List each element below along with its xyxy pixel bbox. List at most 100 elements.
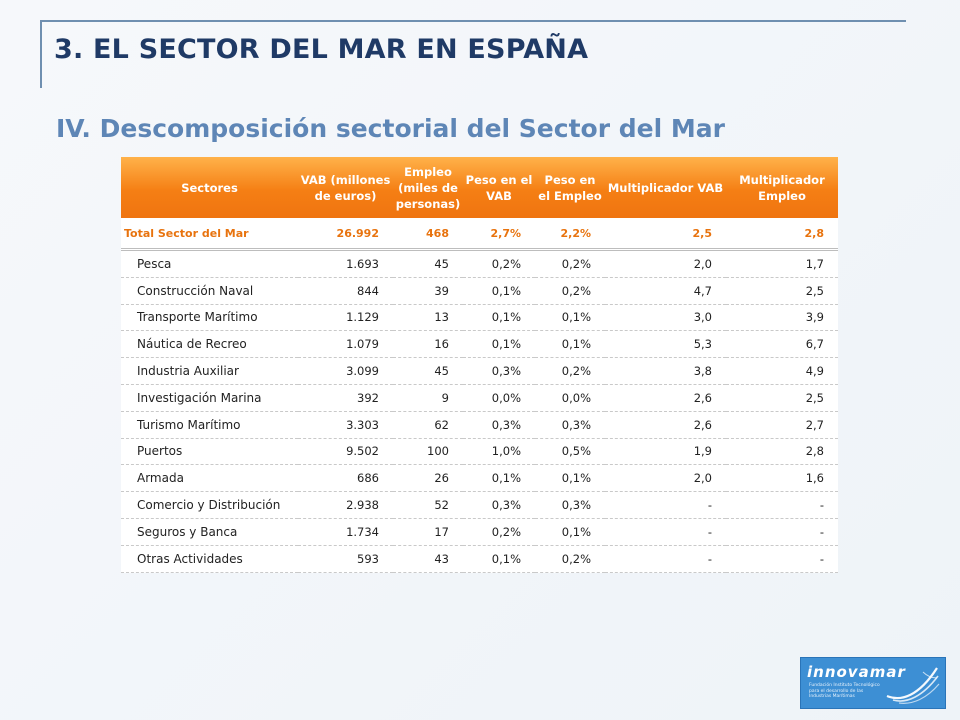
cell-multiplicador-empleo: 4,9 [726,357,838,385]
cell-multiplicador-vab: 2,0 [605,464,726,493]
cell-empleo: 26 [393,464,463,493]
cell-multiplicador-empleo: 3,9 [726,304,838,332]
cell-empleo: 13 [393,304,463,332]
cell-peso-empleo: 0,5% [535,438,605,466]
logo-wordmark: innovamar [807,663,906,681]
cell-name: Turismo Marítimo [121,411,298,439]
total-multiplicador-vab: 2,5 [605,218,726,251]
cell-multiplicador-vab: 2,0 [605,249,726,278]
cell-multiplicador-empleo: - [726,491,838,519]
table-row: Transporte Marítimo 1.129 13 0,1% 0,1% 3,0 3,9 [121,304,838,332]
cell-multiplicador-vab: - [605,518,726,546]
cell-peso-vab: 0,1% [463,545,535,573]
total-empleo: 468 [393,218,463,251]
cell-vab: 1.129 [298,304,393,332]
cell-peso-empleo: 0,1% [535,518,605,546]
table-row: Industria Auxiliar 3.099 45 0,3% 0,2% 3,8 4,9 [121,357,838,385]
cell-empleo: 45 [393,249,463,278]
cell-multiplicador-vab: 3,0 [605,304,726,332]
cell-peso-vab: 0,2% [463,249,535,278]
cell-empleo: 39 [393,277,463,305]
cell-vab: 593 [298,545,393,573]
cell-name: Construcción Naval [121,277,298,305]
cell-name: Investigación Marina [121,384,298,412]
table-row: Pesca 1.693 45 0,2% 0,2% 2,0 1,7 [121,249,838,278]
cell-vab: 686 [298,464,393,493]
cell-name: Náutica de Recreo [121,330,298,359]
cell-name: Comercio y Distribución [121,491,298,519]
cell-peso-vab: 0,2% [463,518,535,546]
cell-multiplicador-vab: 1,9 [605,438,726,466]
cell-peso-empleo: 0,0% [535,384,605,412]
cell-vab: 392 [298,384,393,412]
total-peso-empleo: 2,2% [535,218,605,251]
cell-peso-vab: 1,0% [463,438,535,466]
cell-empleo: 17 [393,518,463,546]
cell-multiplicador-empleo: - [726,545,838,573]
cell-peso-empleo: 0,1% [535,464,605,493]
innovamar-logo: innovamar Fundación Instituto Tecnológic… [800,657,946,709]
cell-empleo: 100 [393,438,463,466]
table-row: Construcción Naval 844 39 0,1% 0,2% 4,7 2,5 [121,277,838,305]
slide-subtitle: IV. Descomposición sectorial del Sector … [56,114,725,143]
table-row: Otras Actividades 593 43 0,1% 0,2% - - [121,545,838,573]
cell-empleo: 62 [393,411,463,439]
cell-vab: 1.079 [298,330,393,359]
title-bracket [40,20,906,88]
cell-peso-empleo: 0,3% [535,491,605,519]
cell-multiplicador-vab: 5,3 [605,330,726,359]
cell-peso-vab: 0,3% [463,491,535,519]
table-row: Investigación Marina 392 9 0,0% 0,0% 2,6 2,5 [121,384,838,412]
sector-table: Sectores VAB (millones de euros) Empleo … [121,157,838,573]
cell-empleo: 16 [393,330,463,359]
header-multiplicador-empleo: Multiplicador Empleo [726,157,838,218]
table-row: Turismo Marítimo 3.303 62 0,3% 0,3% 2,6 2,7 [121,411,838,439]
cell-peso-vab: 0,1% [463,304,535,332]
sector-table-container: Sectores VAB (millones de euros) Empleo … [121,157,838,573]
table-row: Puertos 9.502 100 1,0% 0,5% 1,9 2,8 [121,438,838,466]
cell-peso-vab: 0,1% [463,277,535,305]
cell-multiplicador-vab: - [605,545,726,573]
logo-tagline: Fundación Instituto Tecnológico para el … [809,683,880,699]
cell-vab: 1.734 [298,518,393,546]
cell-name: Armada [121,464,298,493]
header-multiplicador-vab: Multiplicador VAB [605,157,726,218]
cell-peso-empleo: 0,3% [535,411,605,439]
cell-multiplicador-empleo: 2,5 [726,384,838,412]
wave-swirl-icon [886,667,940,704]
cell-peso-empleo: 0,2% [535,277,605,305]
cell-peso-vab: 0,0% [463,384,535,412]
cell-empleo: 9 [393,384,463,412]
total-peso-vab: 2,7% [463,218,535,251]
slide-title: 3. EL SECTOR DEL MAR EN ESPAÑA [54,34,589,65]
cell-peso-vab: 0,1% [463,464,535,493]
cell-peso-empleo: 0,2% [535,249,605,278]
header-empleo: Empleo (miles de personas) [393,157,463,218]
cell-vab: 844 [298,277,393,305]
cell-empleo: 43 [393,545,463,573]
cell-multiplicador-empleo: 1,6 [726,464,838,493]
header-vab: VAB (millones de euros) [298,157,393,218]
cell-vab: 3.099 [298,357,393,385]
cell-multiplicador-vab: 4,7 [605,277,726,305]
table-row: Armada 686 26 0,1% 0,1% 2,0 1,6 [121,464,838,493]
total-label: Total Sector del Mar [121,218,298,251]
header-peso-vab: Peso en el VAB [463,157,535,218]
cell-multiplicador-vab: 2,6 [605,411,726,439]
cell-peso-vab: 0,3% [463,357,535,385]
cell-name: Puertos [121,438,298,466]
cell-peso-vab: 0,1% [463,330,535,359]
header-peso-empleo: Peso en el Empleo [535,157,605,218]
cell-name: Industria Auxiliar [121,357,298,385]
cell-multiplicador-vab: - [605,491,726,519]
cell-multiplicador-empleo: 2,7 [726,411,838,439]
cell-multiplicador-vab: 2,6 [605,384,726,412]
table-row: Seguros y Banca 1.734 17 0,2% 0,1% - - [121,518,838,546]
header-sectores: Sectores [121,157,298,218]
table-row: Comercio y Distribución 2.938 52 0,3% 0,3% - - [121,491,838,519]
table-header-row: Sectores VAB (millones de euros) Empleo … [121,157,838,218]
cell-multiplicador-vab: 3,8 [605,357,726,385]
cell-peso-empleo: 0,2% [535,545,605,573]
cell-multiplicador-empleo: 2,8 [726,438,838,466]
cell-peso-empleo: 0,1% [535,330,605,359]
